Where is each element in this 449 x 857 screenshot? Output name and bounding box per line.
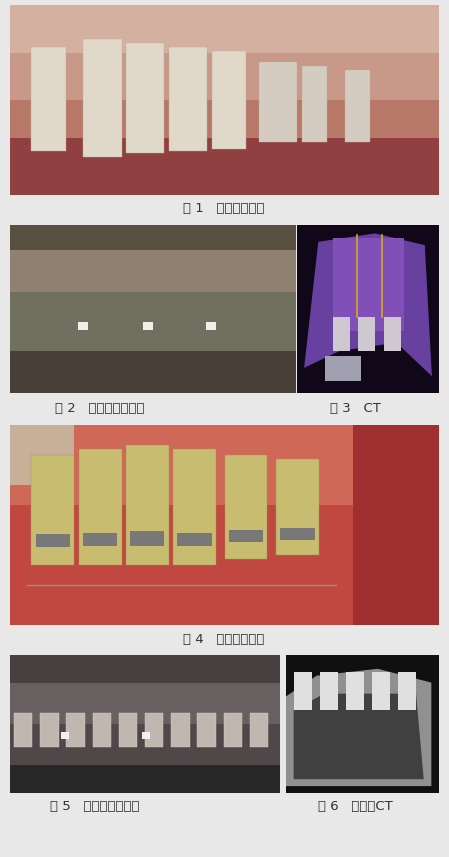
Bar [79,449,122,565]
Bar [333,317,349,351]
Bar [92,713,111,747]
Bar [10,724,280,765]
Bar [36,534,70,548]
Bar [10,292,296,351]
Text: 图 4   治疗后口内照: 图 4 治疗后口内照 [183,633,265,646]
Bar [10,138,439,195]
Bar [320,672,338,710]
Bar [61,732,69,740]
Bar [78,322,88,331]
Bar [31,47,66,152]
Bar [143,322,153,331]
Bar [333,238,404,331]
Bar [10,425,439,625]
Bar [224,455,268,559]
Bar [346,672,364,710]
Bar [169,47,207,152]
Bar [10,655,280,793]
Bar [31,455,75,565]
Bar [83,39,122,157]
Bar [40,713,58,747]
Bar [206,322,216,331]
Bar [297,225,439,393]
Bar [10,425,439,505]
Bar [229,530,263,542]
Bar [10,225,296,393]
Bar [10,351,296,393]
Bar [198,713,216,747]
Text: 图 3   CT: 图 3 CT [330,402,380,415]
Text: 图 1   治疗前口内照: 图 1 治疗前口内照 [183,202,265,215]
Bar [177,532,211,547]
Bar [10,425,75,485]
Bar [126,445,169,565]
Bar [372,672,390,710]
Bar [142,732,150,740]
Bar [83,532,117,547]
Bar [383,317,401,351]
Bar [250,713,268,747]
Bar [173,449,216,565]
Bar [10,682,280,724]
Bar [276,459,319,555]
Bar [10,655,280,682]
Bar [280,528,315,540]
Bar [126,43,164,153]
Bar [171,713,189,747]
Bar [326,356,361,381]
Bar [130,531,164,546]
Text: 图 2   治疗前曲面断层: 图 2 治疗前曲面断层 [55,402,145,415]
Polygon shape [294,693,424,779]
Bar [302,66,327,141]
Text: 图 6   治疗后CT: 图 6 治疗后CT [317,800,392,813]
Bar [259,62,297,141]
Bar [10,5,439,52]
Text: 图 5   治疗后曲面断层: 图 5 治疗后曲面断层 [50,800,140,813]
Bar [119,713,137,747]
Bar [145,713,163,747]
Bar [211,51,246,149]
Bar [398,672,416,710]
Bar [224,713,242,747]
Bar [345,69,370,141]
Polygon shape [286,668,431,786]
Bar [353,425,439,625]
Bar [286,655,439,793]
Bar [10,5,439,100]
Polygon shape [304,233,432,376]
Bar [294,672,312,710]
Bar [358,317,375,351]
Bar [14,713,32,747]
Bar [10,5,439,195]
Bar [66,713,85,747]
Bar [10,250,296,292]
